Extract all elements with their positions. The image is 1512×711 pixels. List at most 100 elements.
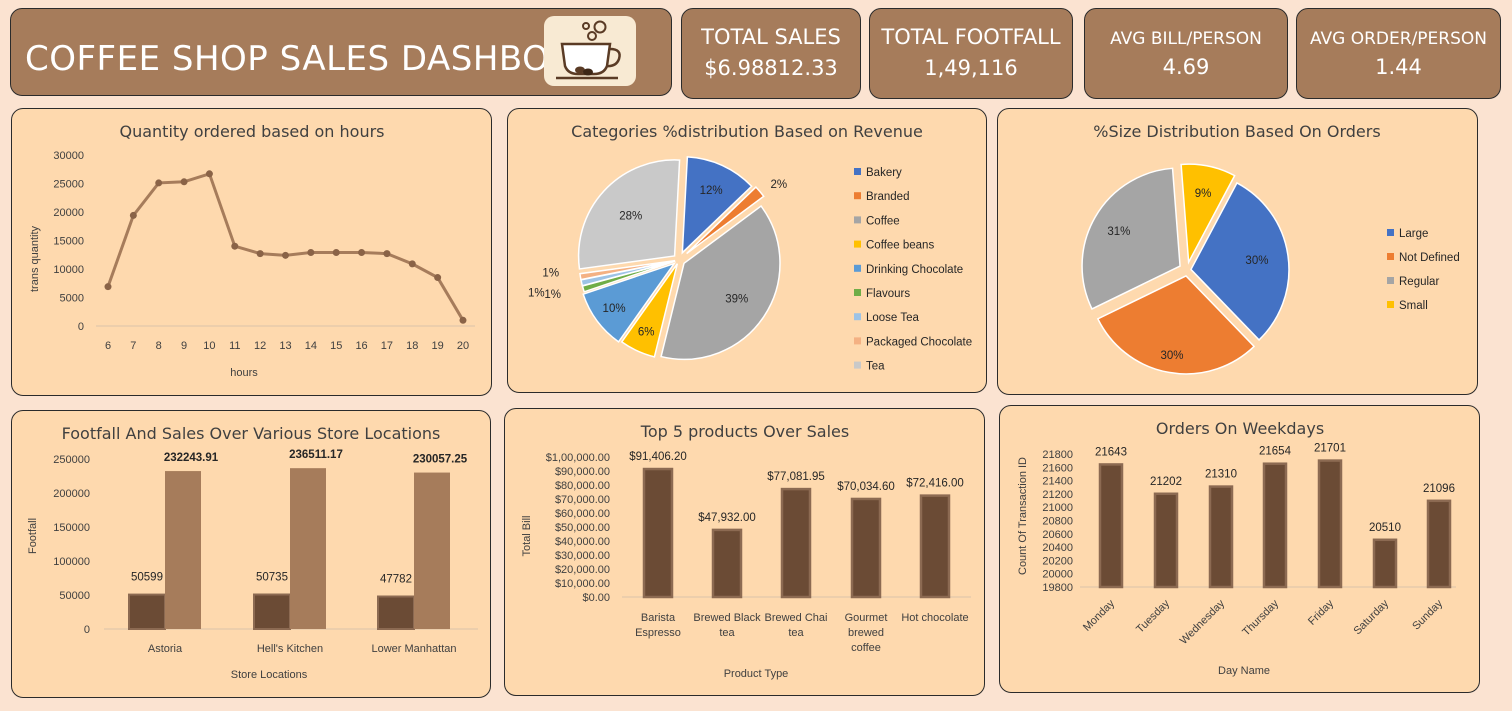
legend-label: Coffee beans — [866, 240, 934, 252]
bar-weekday — [1317, 459, 1343, 589]
categories-chart-panel: Categories %distribution Based on Revenu… — [507, 108, 987, 393]
x-tick-label: Hell's Kitchen — [257, 643, 323, 655]
x-tick-label: 9 — [181, 340, 187, 352]
x-tick-label: 6 — [105, 340, 111, 352]
coffee-cup-icon-graphic — [556, 20, 621, 80]
legend-label: Branded — [866, 191, 909, 203]
x-tick-label: Sunday — [1410, 597, 1445, 632]
x-tick-label: Brewed Black — [693, 612, 761, 624]
hours-line-chart: Quantity ordered based on hours hours tr… — [29, 122, 475, 379]
y-axis-title: trans quantity — [29, 225, 41, 292]
y-tick-label: 21400 — [1042, 476, 1073, 488]
bar-data-label: 20510 — [1369, 522, 1401, 534]
bar-data-label: $70,034.60 — [837, 481, 895, 493]
slice-data-label: 31% — [1107, 226, 1130, 238]
y-tick-label: 100000 — [53, 556, 90, 568]
y-tick-label: 25000 — [53, 179, 84, 191]
legend-swatch — [854, 264, 861, 272]
y-tick-label: 30000 — [53, 150, 84, 162]
bar-data-label: $91,406.20 — [629, 451, 687, 463]
pie-slice-drinking-chocolate — [582, 262, 677, 343]
x-tick-label: tea — [788, 627, 804, 639]
y-tick-label: 200000 — [53, 488, 90, 500]
legend-label: Coffee — [866, 215, 900, 227]
slice-data-label: 10% — [603, 303, 626, 315]
data-point — [332, 248, 340, 256]
bar-data-label: 47782 — [380, 574, 412, 586]
legend-swatch — [1387, 229, 1394, 236]
x-tick-label: Barista — [641, 612, 676, 624]
y-tick-label: $80,000.00 — [555, 480, 610, 492]
pie-slice-coffee — [660, 205, 781, 361]
y-tick-label: $50,000.00 — [555, 522, 610, 534]
chart-title: Orders On Weekdays — [1156, 419, 1324, 438]
bar-footfall — [253, 593, 291, 630]
slice-data-label: 2% — [770, 179, 787, 191]
legend-label: Packaged Chocolate — [866, 336, 972, 348]
legend-swatch — [1387, 277, 1394, 284]
slice-data-label: 1% — [544, 289, 561, 301]
data-point — [129, 211, 137, 219]
products-chart-panel: Top 5 products Over Sales Product Type T… — [504, 408, 985, 696]
bar-footfall — [377, 595, 415, 630]
y-axis-title: Count Of Transaction ID — [1017, 457, 1029, 575]
weekdays-chart-panel: Orders On Weekdays Day Name Count Of Tra… — [999, 405, 1480, 693]
x-tick-label: 20 — [457, 340, 469, 352]
kpi-value: $6.98812.33 — [704, 56, 838, 80]
kpi-total-sales: TOTAL SALES $6.98812.33 — [681, 8, 861, 99]
x-tick-label: Gourmet — [845, 612, 888, 624]
bar-data-label: 232243.91 — [164, 452, 219, 464]
bar-weekday — [1426, 499, 1452, 589]
y-tick-label: 0 — [78, 321, 84, 333]
x-tick-label: 16 — [355, 340, 367, 352]
kpi-value: 4.69 — [1162, 55, 1210, 79]
bar-product — [642, 467, 674, 599]
y-tick-label: $90,000.00 — [555, 466, 610, 478]
pie-slice-tea — [577, 159, 681, 270]
legend-swatch — [854, 361, 861, 369]
x-tick-label: Espresso — [635, 627, 681, 639]
data-point — [180, 178, 188, 186]
y-tick-label: 21800 — [1042, 449, 1073, 461]
x-tick-label: Hot chocolate — [901, 612, 968, 624]
sizes-chart-panel: %Size Distribution Based On Orders 30% 30… — [997, 108, 1478, 395]
chart-title: %Size Distribution Based On Orders — [1093, 122, 1380, 141]
x-tick-label: Saturday — [1352, 597, 1392, 637]
legend-swatch — [854, 289, 861, 296]
bar-product — [711, 528, 743, 599]
x-tick-label: Brewed Chai — [765, 612, 828, 624]
legend-swatch — [1387, 301, 1394, 308]
data-point — [205, 170, 213, 178]
bar-data-label: 236511.17 — [289, 449, 343, 461]
x-tick-label: 12 — [254, 340, 266, 352]
sizes-pie-chart: %Size Distribution Based On Orders 30% 30… — [1081, 122, 1460, 375]
y-tick-label: 10000 — [53, 264, 84, 276]
dashboard-title: COFFEE SHOP SALES DASHBOARD — [25, 39, 624, 79]
x-tick-label: Monday — [1081, 597, 1118, 634]
y-tick-label: 19800 — [1042, 582, 1073, 594]
y-tick-label: 50000 — [59, 590, 90, 602]
y-tick-label: $1,00,000.00 — [546, 452, 610, 464]
kpi-label: AVG BILL/PERSON — [1110, 29, 1262, 49]
bar-data-label: $72,416.00 — [906, 478, 964, 490]
kpi-label: AVG ORDER/PERSON — [1309, 29, 1487, 49]
legend-swatch — [854, 168, 861, 175]
chart-title: Categories %distribution Based on Revenu… — [571, 122, 923, 141]
bar-data-label: 50599 — [131, 572, 163, 584]
chart-title: Footfall And Sales Over Various Store Lo… — [62, 424, 441, 443]
pie-slice-coffee-beans — [620, 263, 679, 358]
kpi-label: TOTAL SALES — [701, 25, 841, 49]
legend-swatch — [854, 240, 861, 248]
x-tick-label: coffee — [851, 642, 881, 654]
kpi-avg-order: AVG ORDER/PERSON 1.44 — [1296, 8, 1501, 99]
chart-title: Quantity ordered based on hours — [119, 122, 384, 141]
x-tick-label: 18 — [406, 340, 418, 352]
bar-weekday — [1153, 492, 1179, 589]
bar-data-label: 230057.25 — [413, 454, 468, 466]
x-axis-title: Product Type — [724, 668, 789, 680]
x-tick-label: 15 — [330, 340, 342, 352]
y-tick-label: 20000 — [1042, 569, 1073, 581]
bar-sales — [290, 468, 326, 629]
legend-swatch — [854, 192, 861, 200]
bar-weekday — [1208, 485, 1234, 589]
